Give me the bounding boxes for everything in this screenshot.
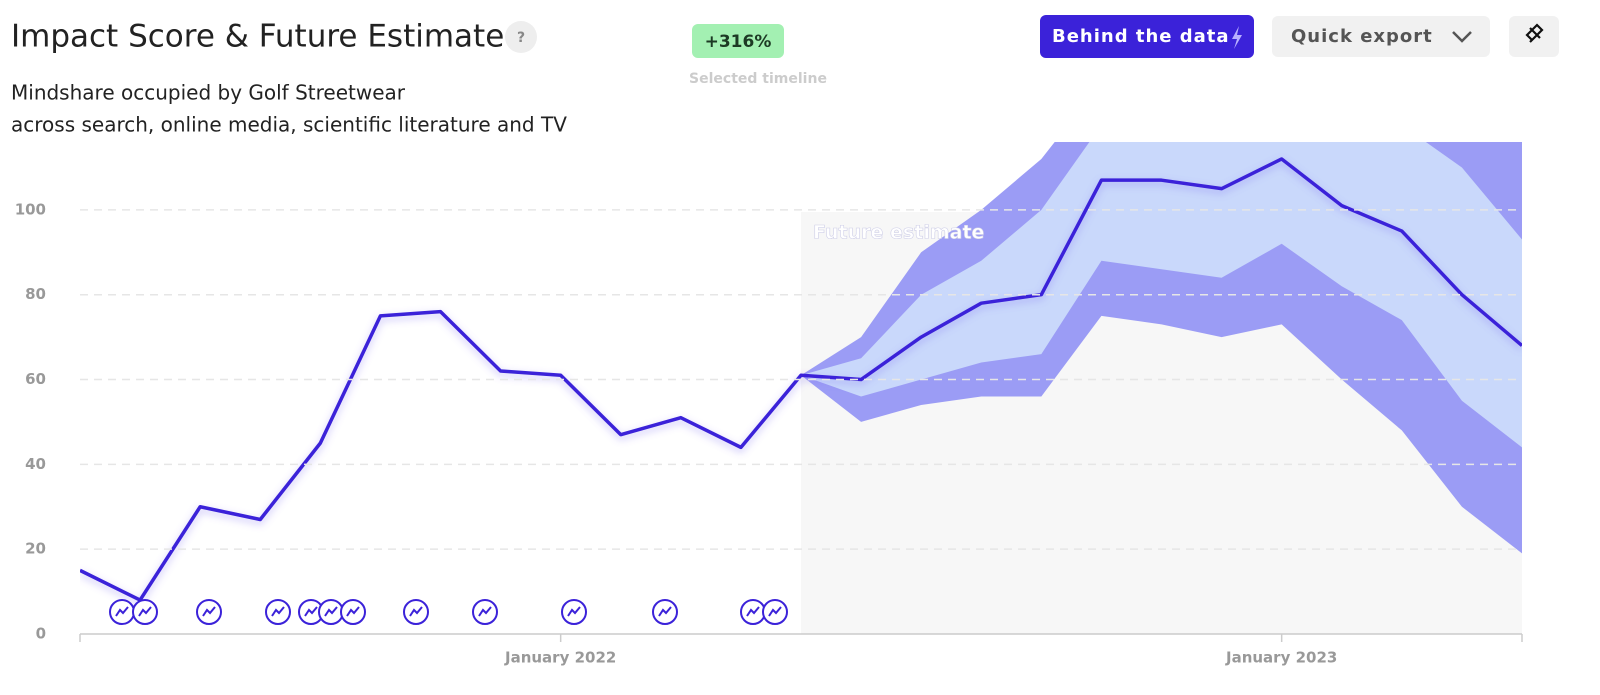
- event-glyph: [115, 606, 129, 617]
- event-glyph: [409, 606, 423, 617]
- event-glyph: [478, 606, 492, 617]
- help-icon[interactable]: [505, 21, 537, 53]
- event-icon: [762, 599, 788, 625]
- change-value: +316%: [705, 32, 772, 52]
- event-glyph: [202, 606, 216, 617]
- behind-data-label: Behind the data: [1052, 26, 1230, 47]
- chart-title: Impact Score & Future Estimate: [11, 19, 504, 55]
- event-icon: [196, 599, 222, 625]
- y-tick-label: 80: [25, 285, 46, 303]
- x-tick-label: January 2022: [504, 649, 616, 667]
- event-icon: [652, 599, 678, 625]
- y-tick-label: 40: [25, 455, 46, 473]
- help-text: ?: [517, 30, 525, 46]
- pin-icon: [1525, 23, 1544, 43]
- event-glyph: [567, 606, 581, 617]
- behind-data-button[interactable]: [1040, 15, 1254, 58]
- event-icon: [561, 599, 587, 625]
- plot: Future estimate 0 20 40 60 80 100 January 2022 J…: [15, 142, 1523, 667]
- event-icon: [472, 599, 498, 625]
- forecast-band: [801, 142, 1522, 448]
- event-icon: [265, 599, 291, 625]
- y-tick-label: 100: [15, 200, 46, 218]
- impact-line: [80, 157, 1522, 602]
- event-glyph: [746, 606, 760, 617]
- chevron-icon: [1452, 31, 1472, 43]
- event-glyph: [138, 606, 152, 617]
- change-caption: Selected timeline: [689, 71, 827, 87]
- event-glyph: [346, 606, 360, 617]
- event-icon: [740, 599, 766, 625]
- event-icon: [340, 599, 366, 625]
- event-glyph: [271, 606, 285, 617]
- future-label: Future estimate: [813, 221, 984, 243]
- subtitle-line: across search, online media, scientific …: [11, 113, 567, 137]
- y-tick-label: 60: [25, 370, 46, 388]
- y-tick-label: 20: [25, 540, 46, 558]
- event-icon: [318, 599, 344, 625]
- event-glyph: [324, 606, 338, 617]
- x-tick-label: January 2023: [1225, 649, 1337, 667]
- event-icon: [132, 599, 158, 625]
- export-label: Quick export: [1291, 26, 1433, 47]
- event-icon: [109, 599, 135, 625]
- y-tick-label: 0: [36, 625, 46, 643]
- plot-area: Future estimate: [80, 142, 1522, 634]
- subtitle-line: Mindshare occupied by Golf Streetwear: [11, 81, 406, 105]
- event-glyph: [658, 606, 672, 617]
- export-button[interactable]: [1272, 16, 1490, 57]
- bolt-icon: [1232, 26, 1242, 49]
- event-glyph: [768, 606, 782, 617]
- event-icon: [403, 599, 429, 625]
- event-glyph: [304, 606, 318, 617]
- change-badge: [692, 24, 784, 58]
